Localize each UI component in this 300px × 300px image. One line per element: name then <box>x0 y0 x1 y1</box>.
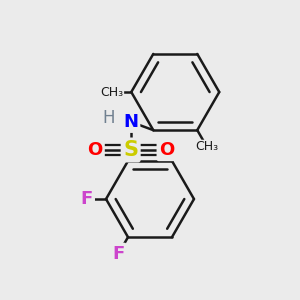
Text: CH₃: CH₃ <box>100 85 124 98</box>
Text: F: F <box>112 245 124 263</box>
Text: CH₃: CH₃ <box>195 140 218 153</box>
Text: F: F <box>81 190 93 208</box>
Text: S: S <box>123 140 138 160</box>
Text: O: O <box>159 141 174 159</box>
Text: O: O <box>87 141 103 159</box>
Text: H: H <box>102 109 115 127</box>
Text: N: N <box>123 113 138 131</box>
